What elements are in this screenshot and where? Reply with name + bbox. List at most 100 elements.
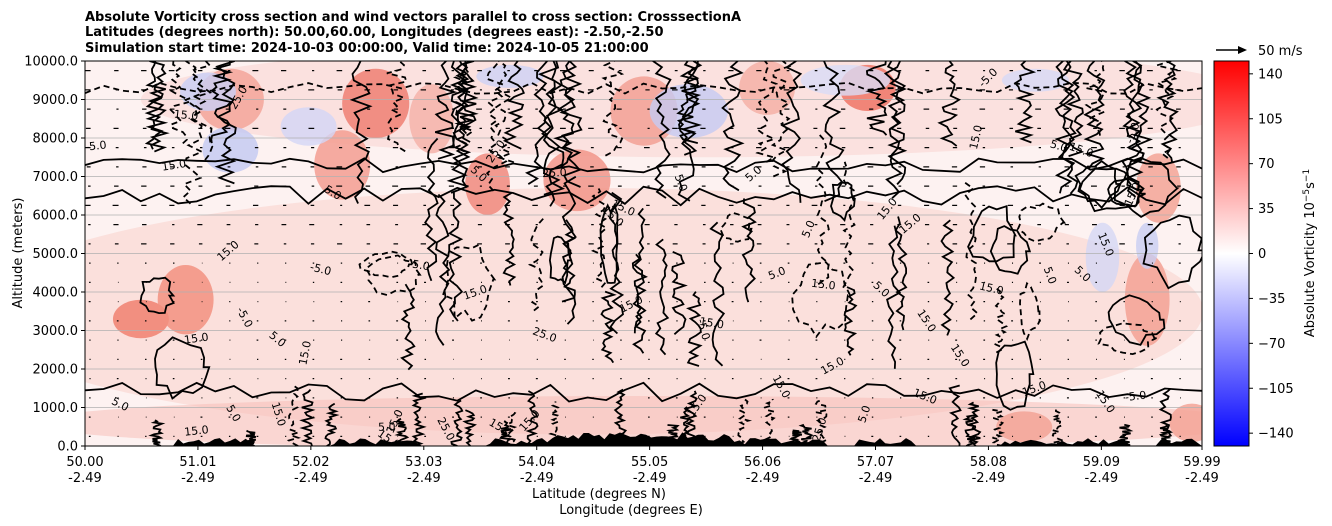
x-tick-label-lat: 56.06: [744, 455, 781, 470]
x-tick-label-lon: -2.49: [294, 471, 328, 486]
contour-line: [299, 388, 316, 446]
contour-line: [601, 61, 625, 157]
contour-label: -5.0: [694, 317, 712, 341]
contour-line: [191, 61, 214, 161]
contour-line: [893, 225, 908, 331]
contour-line: [148, 419, 166, 446]
contour-line: [591, 186, 608, 288]
x-axis-label-latitude: Latitude (degrees N): [532, 487, 666, 502]
contour-label: 5.0: [378, 420, 396, 433]
vorticity-region: [157, 265, 214, 335]
contour-label: 5.0: [1041, 265, 1059, 286]
contour-line: [435, 193, 451, 346]
contour-line: [169, 61, 190, 145]
contour-label: -5.0: [84, 138, 107, 153]
contour-line: [448, 192, 464, 322]
contour-label: 15.0: [699, 315, 725, 332]
vorticity-region: [409, 84, 454, 154]
contour-line: [286, 384, 302, 446]
colorbar-label: Absolute Vorticity 10−5s−1: [1302, 169, 1318, 337]
vorticity-region: [314, 130, 371, 200]
contour-line: [671, 250, 688, 335]
colorbar-tick-label: 0: [1258, 247, 1266, 262]
x-tick-label-lat: 59.09: [1083, 455, 1120, 470]
contour-line: [502, 192, 517, 286]
contour-line: [948, 384, 962, 446]
contour-line: [559, 61, 583, 188]
contour-line: [1062, 61, 1085, 157]
contour-line: [154, 336, 211, 400]
colorbar-label-unit: s: [1303, 182, 1318, 189]
contour-line: [144, 61, 170, 150]
contour-line: [1142, 214, 1202, 290]
contour-line: [652, 61, 672, 199]
colorbar-gradient: [1213, 60, 1250, 447]
contour-line: [1057, 61, 1079, 195]
colorbar-tick-label: 105: [1258, 112, 1283, 127]
contour-line: [502, 410, 518, 446]
quiver-key-label: 50 m/s: [1258, 44, 1303, 59]
contour-line: [485, 61, 508, 192]
contour-line: [441, 243, 497, 322]
contour-label: 15.0: [184, 423, 210, 438]
contour-line: [524, 61, 548, 185]
contour-line: [446, 61, 472, 188]
contour-line: [886, 61, 908, 186]
y-tick-label: 4000.0: [33, 286, 79, 301]
colorbar-tick-label: 35: [1258, 202, 1275, 217]
vorticity-region: [1085, 222, 1120, 292]
contour-line: [830, 181, 856, 222]
vorticity-region: [280, 107, 337, 146]
contour-line: [462, 409, 477, 446]
chart-title-line-1: Absolute Vorticity cross section and win…: [85, 10, 741, 25]
contour-line: [654, 238, 670, 356]
contour-line: [940, 219, 956, 336]
contour-line: [1083, 61, 1106, 169]
x-axis-label-longitude: Longitude (degrees E): [559, 503, 703, 518]
chart-title-line-3: Simulation start time: 2024-10-03 00:00:…: [85, 41, 649, 56]
contour-line: [680, 61, 704, 156]
contour-line: [822, 61, 845, 203]
contour-line: [1121, 61, 1143, 192]
contour-line: [1158, 387, 1173, 446]
contour-line: [365, 254, 422, 296]
x-tick-label-lat: 54.04: [518, 455, 555, 470]
contour-line: [182, 61, 205, 205]
contour-line: [966, 401, 982, 446]
contour-line: [989, 225, 1032, 275]
chart-title-line-2: Latitudes (degrees north): 50.00,60.00, …: [85, 25, 664, 40]
contour-line: [502, 61, 525, 150]
contour-line: [1097, 322, 1157, 356]
contour-label: 15.0: [978, 279, 1005, 297]
contour-line: [967, 204, 1017, 263]
contour-line: [798, 423, 814, 446]
contour-line: [599, 202, 619, 284]
contour-label: 15.0: [183, 330, 209, 346]
colorbar-tick-label: −35: [1258, 292, 1285, 307]
x-tick-label-lon: -2.49: [407, 471, 441, 486]
vorticity-region: [112, 299, 169, 339]
contour-line: [450, 399, 464, 446]
contour-line: [324, 402, 340, 446]
contour-line: [755, 61, 778, 163]
x-tick-label-lon: -2.49: [1085, 471, 1119, 486]
x-tick-label-lon: -2.49: [972, 471, 1006, 486]
contour-line: [886, 216, 902, 369]
x-tick-label-lat: 55.05: [631, 455, 668, 470]
contour-label: -5.0: [1124, 389, 1147, 405]
contour-line: [139, 276, 176, 315]
contour-line: [1153, 61, 1179, 159]
contour-line: [454, 61, 479, 135]
contour-label: 5.0: [411, 258, 430, 274]
y-axis-label: Altitude (meters): [11, 198, 26, 309]
contour-line: [455, 61, 479, 143]
x-tick-label-lon: -2.49: [746, 471, 780, 486]
y-tick-label: 5000.0: [33, 247, 79, 262]
contour-line: [85, 157, 1202, 174]
vorticity-region: [476, 64, 544, 88]
contour-line: [245, 429, 257, 446]
contour-line: [865, 61, 888, 136]
x-tick-label-lon: -2.49: [181, 471, 215, 486]
contour-line: [741, 198, 757, 303]
y-axis: 0.0 1000.0 2000.0 3000.0 4000.0 5000.0 6000.0 7…: [24, 55, 85, 455]
